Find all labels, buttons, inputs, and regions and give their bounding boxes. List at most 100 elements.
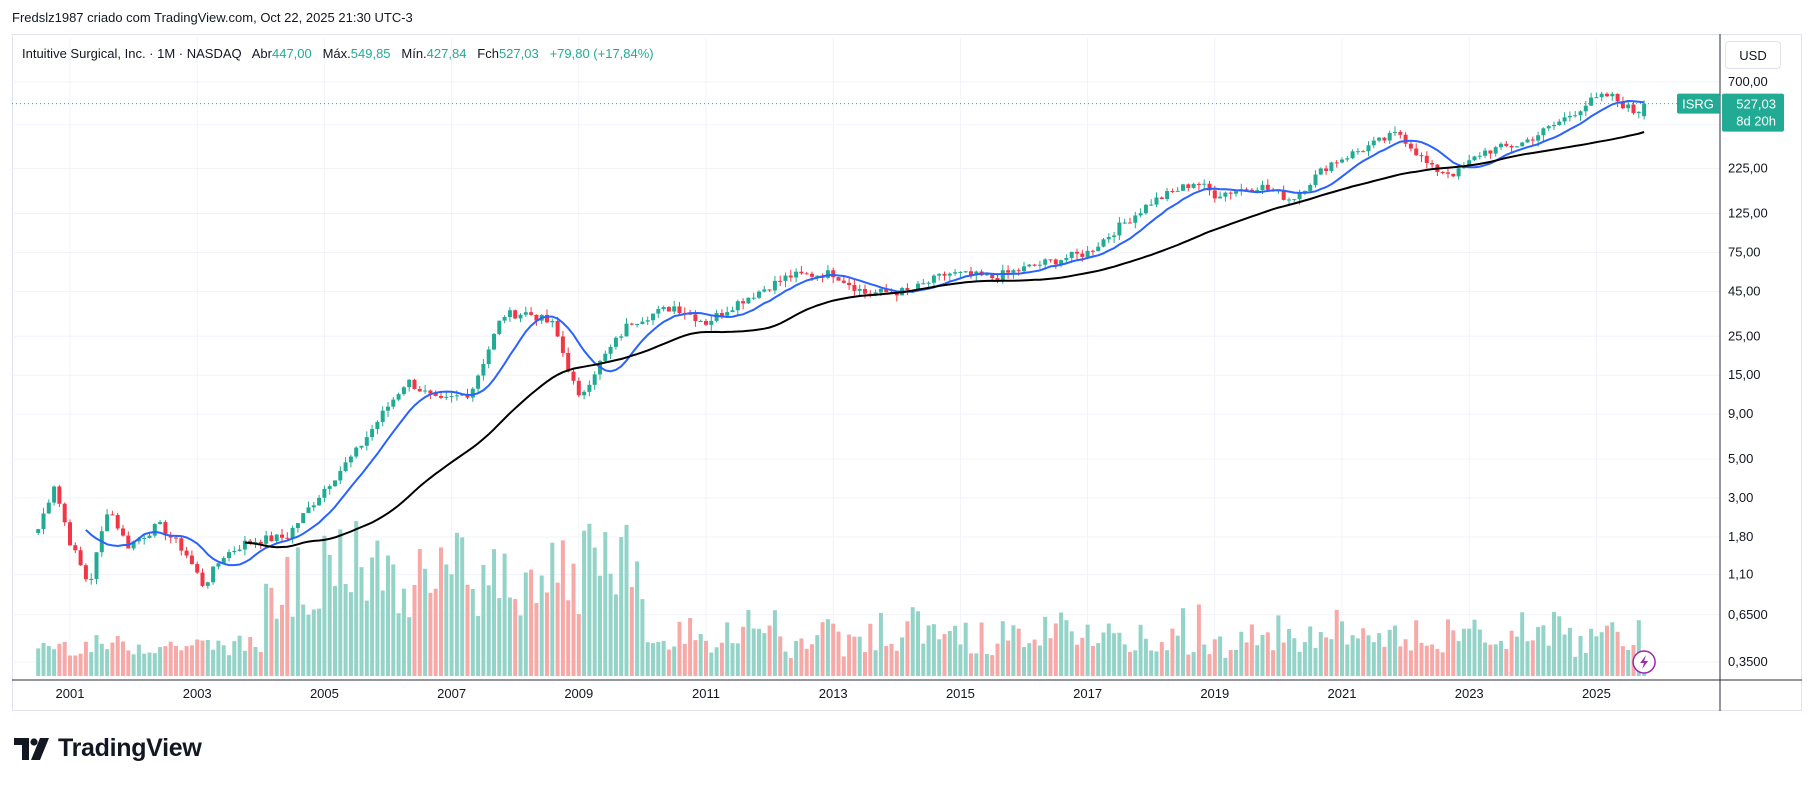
candle-body	[873, 292, 878, 295]
candle-body	[317, 497, 322, 506]
candle-body	[200, 572, 205, 586]
volume-bar	[444, 564, 449, 676]
candle-body	[359, 445, 364, 448]
volume-bar	[751, 628, 756, 676]
price-chart[interactable]: 700,00400,00225,00125,0075,0045,0025,001…	[0, 0, 1814, 720]
volume-bar	[1207, 654, 1212, 676]
volume-bar	[115, 636, 120, 676]
volume-bar	[857, 636, 862, 676]
candle-body	[1340, 159, 1344, 163]
volume-bar	[666, 649, 671, 676]
volume-bar	[1037, 645, 1042, 676]
volume-bar	[863, 652, 867, 676]
volume-bar	[1313, 648, 1318, 676]
candle-body	[301, 513, 306, 524]
volume-bar	[651, 643, 655, 676]
candle-body	[1567, 115, 1572, 118]
volume-bar	[1265, 632, 1270, 676]
x-tick-label: 2009	[564, 686, 593, 701]
candle-body	[942, 273, 947, 276]
volume-bar	[465, 584, 470, 676]
lightning-glyph	[1640, 655, 1649, 669]
volume-bar	[1583, 652, 1588, 676]
candle-body	[57, 486, 62, 504]
candle-body	[269, 535, 274, 542]
volume-bar	[1361, 628, 1366, 676]
volume-bar	[566, 600, 571, 676]
volume-bar	[370, 557, 375, 676]
volume-bar	[391, 564, 396, 676]
candle-body	[1138, 213, 1143, 216]
volume-bar	[1218, 636, 1223, 676]
candle-body	[916, 283, 920, 290]
candle-body	[1350, 151, 1355, 159]
candle-body	[481, 364, 486, 376]
volume-bar	[486, 585, 491, 676]
candle-body	[89, 578, 94, 580]
volume-bar	[428, 592, 433, 676]
volume-bar	[1493, 644, 1498, 676]
volume-bar	[338, 529, 343, 676]
candle-body	[1313, 174, 1318, 186]
candle-body	[1509, 145, 1514, 148]
candle-body	[1546, 126, 1551, 129]
volume-bar	[1599, 632, 1604, 676]
volume-bar	[327, 554, 332, 676]
volume-bar	[1424, 645, 1429, 676]
volume-bar	[147, 652, 152, 676]
candle-body	[783, 275, 788, 281]
volume-bar	[163, 646, 168, 676]
volume-bar	[174, 645, 178, 676]
symbol-tag	[1677, 93, 1720, 114]
candle-body	[1472, 156, 1477, 161]
candle-body	[1387, 132, 1392, 141]
volume-bar	[205, 639, 210, 676]
candle-body	[449, 396, 454, 398]
candle-body	[492, 333, 496, 350]
volume-bar	[1122, 644, 1127, 676]
symbol-tag-label: ISRG	[1682, 97, 1714, 112]
volume-bar	[280, 604, 284, 676]
candle-body	[651, 313, 655, 321]
volume-bar	[1297, 651, 1302, 676]
volume-bar	[1228, 650, 1233, 676]
volume-bar	[168, 641, 173, 676]
volume-bar	[688, 618, 693, 676]
volume-bar	[672, 646, 677, 676]
candle-body	[364, 437, 369, 446]
candle-body	[931, 275, 936, 283]
volume-bar	[110, 642, 115, 676]
volume-bar	[953, 625, 958, 676]
candle-body	[894, 292, 899, 296]
volume-bar	[274, 618, 279, 676]
volume-bar	[1594, 636, 1599, 676]
price-tag-countdown: 8d 20h	[1736, 114, 1776, 129]
volume-bar	[942, 634, 947, 676]
candle-body	[788, 275, 793, 278]
volume-bar	[1578, 636, 1583, 676]
volume-bar	[1435, 648, 1440, 676]
candle-body	[1085, 250, 1090, 257]
volume-bar	[1440, 652, 1445, 676]
candle-body	[555, 321, 560, 337]
candle-body	[1165, 191, 1170, 200]
volume-bar	[979, 622, 984, 676]
candle-body	[1287, 199, 1291, 201]
volume-bar	[693, 640, 698, 676]
volume-bar	[221, 645, 226, 676]
volume-bar	[1308, 626, 1313, 676]
candle-body	[1022, 266, 1026, 272]
candle-body	[147, 535, 152, 538]
volume-bar	[1366, 635, 1371, 676]
y-tick-label: 15,00	[1728, 367, 1761, 382]
candle-body	[1207, 183, 1212, 191]
volume-bar	[1133, 650, 1138, 676]
candle-body	[1605, 93, 1609, 97]
candle-body	[1281, 190, 1286, 200]
volume-bar	[89, 652, 94, 676]
volume-bar	[1165, 650, 1170, 676]
volume-bar	[492, 549, 496, 676]
candle-body	[1106, 237, 1111, 240]
currency-selector[interactable]: USD	[1725, 41, 1781, 69]
volume-bar	[656, 641, 661, 676]
